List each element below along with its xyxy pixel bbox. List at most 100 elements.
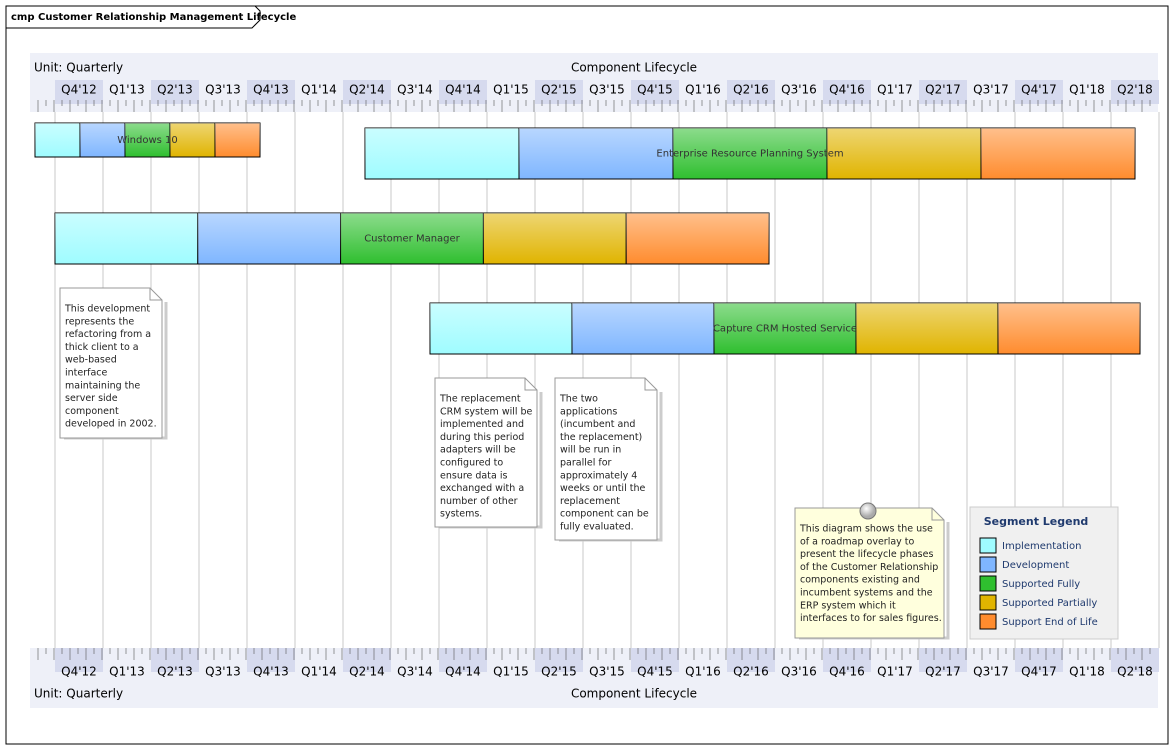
quarter-label: Q3'13 [205, 83, 241, 97]
quarter-cell [487, 80, 535, 104]
quarter-cell [1063, 648, 1111, 672]
segment-shade [572, 303, 714, 354]
quarter-cell [871, 80, 919, 104]
note-line: developed in 2002. [65, 419, 157, 430]
note-line: incumbent systems and the [800, 588, 933, 599]
quarter-label: Q4'12 [61, 83, 97, 97]
segment-shade [430, 303, 572, 354]
quarter-cell [247, 648, 295, 672]
note-line: maintaining the [65, 380, 140, 391]
quarter-cell [199, 80, 247, 104]
quarter-cell [679, 648, 727, 672]
quarter-label: Q1'17 [877, 665, 913, 679]
note-line: ERP system which it [800, 600, 896, 611]
quarter-cell [967, 648, 1015, 672]
note-line: number of other [440, 496, 518, 507]
note-line: exchanged with a [440, 483, 524, 494]
quarter-label: Q4'13 [253, 83, 289, 97]
quarter-label: Q1'18 [1069, 665, 1105, 679]
segment-shade [55, 213, 198, 264]
content: Q4'12 Q1'13 Q2'13 Q3'13 Q4'13 Q1'14 Q2'14 Q3'14… [30, 53, 1160, 708]
quarter-cell [727, 80, 775, 104]
quarter-cell [55, 80, 103, 104]
quarter-cell [631, 648, 679, 672]
quarter-cell [823, 80, 871, 104]
segment-shade [125, 123, 170, 157]
quarter-label: Q3'14 [397, 83, 433, 97]
quarter-label: Q3'13 [205, 665, 241, 679]
legend-label: Development [1002, 560, 1069, 571]
note-fold [149, 288, 162, 301]
note-line: represents the [65, 316, 134, 327]
quarter-cell [199, 648, 247, 672]
quarter-cell [103, 80, 151, 104]
quarter-label: Q2'18 [1117, 83, 1153, 97]
segment-shade [827, 128, 981, 179]
quarter-cell [679, 80, 727, 104]
note-line: weeks or until the [560, 483, 645, 494]
frame-tab [5, 5, 261, 29]
note-fold [931, 508, 944, 521]
quarter-cell [247, 80, 295, 104]
quarter-cell [919, 80, 967, 104]
legend-swatch [979, 575, 997, 592]
quarter-label: Q2'18 [1117, 665, 1153, 679]
quarter-label: Q3'17 [973, 665, 1009, 679]
timeline-title: Component Lifecycle [571, 687, 697, 701]
note-line: web-based [65, 355, 117, 366]
quarter-cell [919, 648, 967, 672]
note-line: CRM system will be [440, 406, 533, 417]
note-line: The replacement [439, 394, 521, 405]
quarter-label: Q1'17 [877, 83, 913, 97]
legend-title: Segment Legend [984, 515, 1089, 528]
note-line: of the Customer Relationship [800, 562, 938, 573]
quarter-cell [583, 80, 631, 104]
segment-shade [365, 128, 519, 179]
segment-shade [519, 128, 673, 179]
note-line: fully evaluated. [560, 522, 634, 533]
quarter-cell [535, 648, 583, 672]
quarter-label: Q4'17 [1021, 665, 1057, 679]
note-line: will be run in [560, 445, 621, 456]
note-line: replacement [560, 496, 620, 507]
note-line: systems. [440, 509, 482, 520]
quarter-label: Q2'16 [733, 83, 769, 97]
quarter-label: Q2'15 [541, 83, 577, 97]
component-name: Windows 10 [117, 135, 178, 146]
note-fold [524, 378, 537, 391]
note-line: adapters will be [440, 445, 516, 456]
quarter-cell [871, 648, 919, 672]
note [434, 377, 538, 528]
quarter-cell [343, 648, 391, 672]
legend-swatch [979, 537, 997, 554]
segment-shade [80, 123, 125, 157]
note-line: component [65, 406, 119, 417]
legend-swatch [979, 613, 997, 630]
quarter-label: Q1'14 [301, 665, 337, 679]
quarter-label: Q2'17 [925, 83, 961, 97]
quarter-cell [391, 648, 439, 672]
quarter-cell [1063, 80, 1111, 104]
quarter-label: Q1'15 [493, 665, 529, 679]
quarter-cell [775, 80, 823, 104]
quarter-label: Q3'16 [781, 83, 817, 97]
quarter-cell [1015, 80, 1063, 104]
note-line: applications [560, 406, 617, 417]
quarter-label: Q4'17 [1021, 83, 1057, 97]
note-line: ensure data is [440, 470, 507, 481]
quarter-label: Q2'16 [733, 665, 769, 679]
quarter-cell [487, 648, 535, 672]
quarter-label: Q3'16 [781, 665, 817, 679]
quarter-label: Q1'16 [685, 83, 721, 97]
quarter-label: Q3'15 [589, 665, 625, 679]
unit-label: Unit: Quarterly [34, 687, 123, 701]
quarter-cell [631, 80, 679, 104]
note-line: of a roadmap overlay to [800, 536, 915, 547]
quarter-label: Q4'14 [445, 83, 481, 97]
note-line: implemented and [440, 419, 524, 430]
quarter-label: Q3'17 [973, 83, 1009, 97]
quarter-cell [55, 648, 103, 672]
note-line: present the lifecycle phases [800, 549, 933, 560]
quarter-label: Q4'15 [637, 665, 673, 679]
